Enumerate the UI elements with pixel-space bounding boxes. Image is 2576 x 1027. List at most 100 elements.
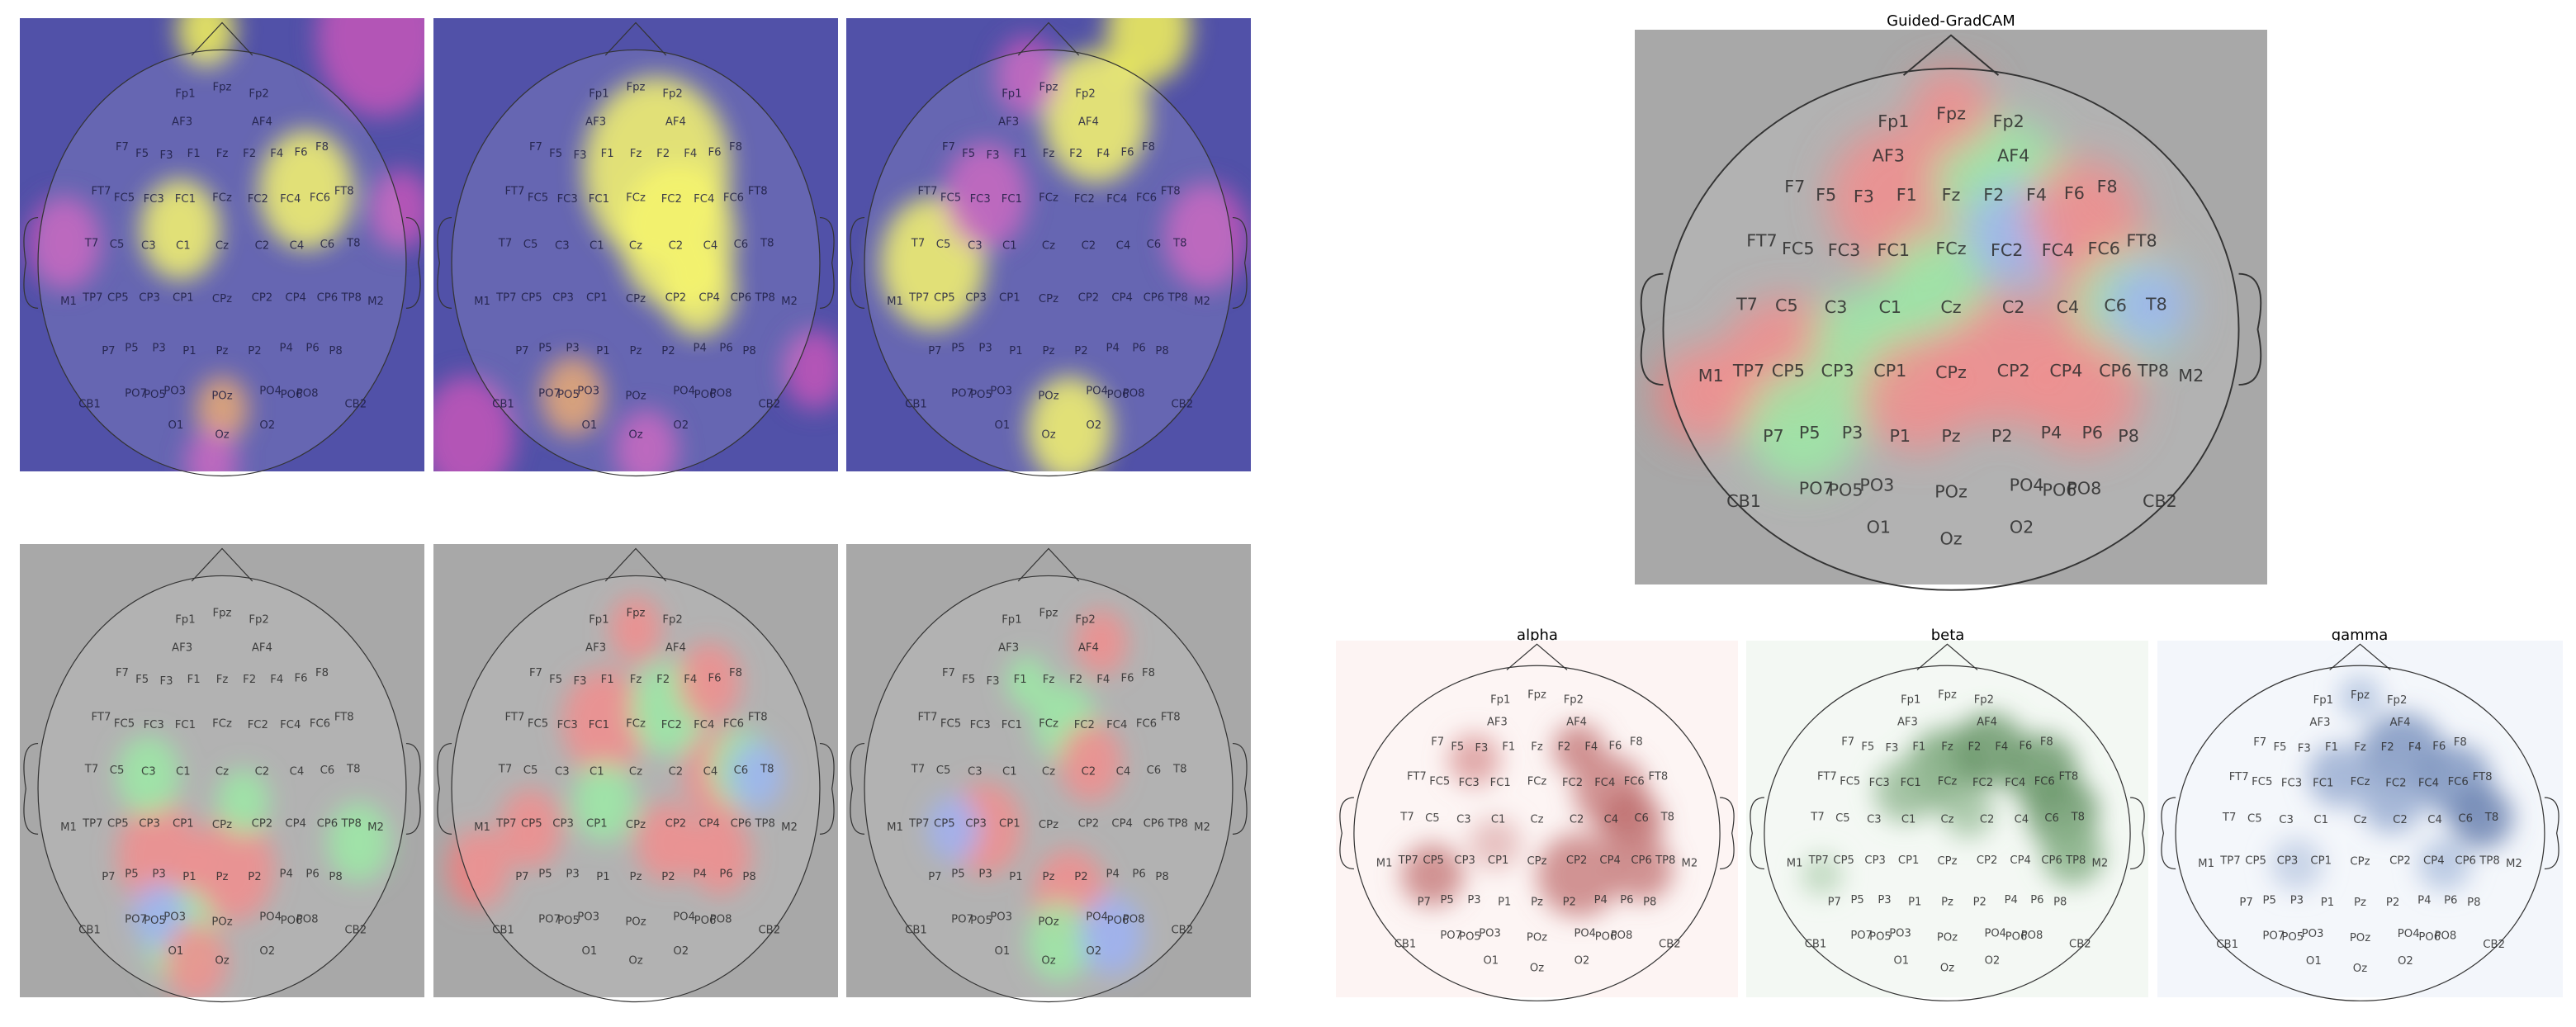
heat-blob <box>943 143 1028 250</box>
heatmap <box>927 608 1144 982</box>
electrode-label: C4 <box>1116 765 1131 778</box>
electrode-label: T8 <box>2484 812 2499 824</box>
electrode-label: FC5 <box>114 192 135 204</box>
electrode-label: FC4 <box>2042 240 2074 260</box>
electrode-label: F2 <box>656 674 670 686</box>
heat-blob <box>1537 833 1621 917</box>
band-title: beta <box>1931 627 1965 644</box>
electrode-label: CB2 <box>758 924 780 936</box>
electrode-label: P5 <box>2263 894 2276 906</box>
electrode-label: FC5 <box>1782 239 1814 258</box>
ear <box>2161 797 2176 870</box>
electrode-label: CP5 <box>521 291 542 304</box>
electrode-label: PO5 <box>1869 930 1892 943</box>
electrode-label: PO5 <box>557 389 580 401</box>
electrode-label: C1 <box>590 765 604 778</box>
electrode-label: F4 <box>270 674 283 686</box>
heat-blob <box>446 828 510 909</box>
electrode-label: FC5 <box>2252 776 2272 788</box>
electrode-label: PO4 <box>1086 911 1108 923</box>
electrode-label: PO4 <box>259 385 282 397</box>
electrode-label: T8 <box>1660 812 1674 824</box>
electrode-label: C5 <box>936 764 951 777</box>
electrode-label: FC6 <box>723 717 744 730</box>
electrode-label: Fz <box>1942 185 1961 205</box>
heat-blob <box>1447 733 1501 787</box>
electrode-label: TP7 <box>2219 854 2241 867</box>
heat-blob <box>677 642 741 722</box>
electrode-label: P3 <box>978 343 992 355</box>
electrode-label: F6 <box>1121 147 1134 159</box>
electrode-label: Oz <box>215 954 229 967</box>
electrode-label: P4 <box>2005 894 2018 906</box>
electrode-label: CP6 <box>317 291 339 304</box>
electrode-label: F5 <box>1451 741 1464 754</box>
main-title: Guided-GradCAM <box>1887 12 2015 30</box>
electrode-label: F2 <box>1983 185 2004 205</box>
ear <box>437 742 452 835</box>
electrode-label: F2 <box>243 148 256 160</box>
electrode-label: CP3 <box>965 291 987 304</box>
electrode-label: TP8 <box>1167 817 1187 830</box>
electrode-label: C5 <box>523 764 538 777</box>
electrode-label: CP5 <box>107 817 129 830</box>
electrode-label: M2 <box>781 296 798 308</box>
electrode-label: F8 <box>2040 736 2053 748</box>
electrode-label: CP5 <box>1772 361 1805 381</box>
electrode-label: FT7 <box>505 185 525 197</box>
electrode-label: F2 <box>1069 148 1082 160</box>
heat-blob <box>783 329 838 409</box>
electrode-label: CP6 <box>1631 854 1651 867</box>
electrode-label: P3 <box>566 343 579 355</box>
electrode-label: Pz <box>630 871 642 883</box>
electrode-label: PO7 <box>538 388 561 400</box>
electrode-label: FT8 <box>1161 711 1181 723</box>
heatmap <box>880 18 1249 471</box>
electrode-label: FC4 <box>1106 719 1127 731</box>
electrode-label: Fz <box>630 674 642 686</box>
electrode-label: AF4 <box>665 116 686 129</box>
electrode-label: Fp2 <box>1075 88 1095 101</box>
heat-blob <box>1655 345 1754 444</box>
electrode-label: P8 <box>742 345 755 357</box>
head-outline <box>451 575 821 1003</box>
electrode-label: T7 <box>84 237 99 249</box>
electrode-label: FC6 <box>310 192 330 204</box>
electrode-label: F8 <box>315 667 329 679</box>
electrode-label: C3 <box>2279 814 2294 826</box>
electrode-label: PO6 <box>694 915 717 927</box>
electrode-label: P7 <box>1828 897 1841 909</box>
electrode-label: F4 <box>684 148 697 160</box>
electrode-label: FC2 <box>661 719 682 731</box>
electrode-label: F3 <box>159 149 173 162</box>
electrode-label: CPz <box>1527 855 1547 868</box>
heat-blob <box>190 815 275 922</box>
electrode-label: FCz <box>1039 192 1058 204</box>
electrode-label: P5 <box>125 868 138 881</box>
electrode-label: FC2 <box>1972 777 1993 789</box>
electrode-label: F3 <box>1475 742 1488 755</box>
electrode-label: P6 <box>1620 894 1633 906</box>
electrode-label: AF4 <box>252 116 272 129</box>
electrode-label: C3 <box>968 765 983 778</box>
electrode-label: CP3 <box>1821 361 1854 381</box>
electrode-label: C3 <box>1867 813 1882 826</box>
electrode-label: CP5 <box>1833 854 1854 867</box>
heatmap <box>1801 712 2105 897</box>
electrode-label: C2 <box>1082 765 1096 778</box>
electrode-label: P1 <box>1009 871 1022 883</box>
electrode-label: C1 <box>1491 813 1506 826</box>
electrode-label: C2 <box>255 239 270 252</box>
electrode-label: Fp2 <box>662 88 682 101</box>
electrode-label: C1 <box>1879 297 1902 317</box>
electrode-label: AF4 <box>1078 642 1099 655</box>
electrode-label: FC6 <box>1136 717 1157 730</box>
electrode-label: P2 <box>1074 345 1087 357</box>
electrode-label: PO8 <box>296 914 319 926</box>
electrode-label: FC4 <box>280 719 301 731</box>
band-title: gamma <box>2332 627 2389 644</box>
electrode-label: FT7 <box>1746 230 1777 250</box>
electrode-label: P6 <box>2030 894 2043 906</box>
